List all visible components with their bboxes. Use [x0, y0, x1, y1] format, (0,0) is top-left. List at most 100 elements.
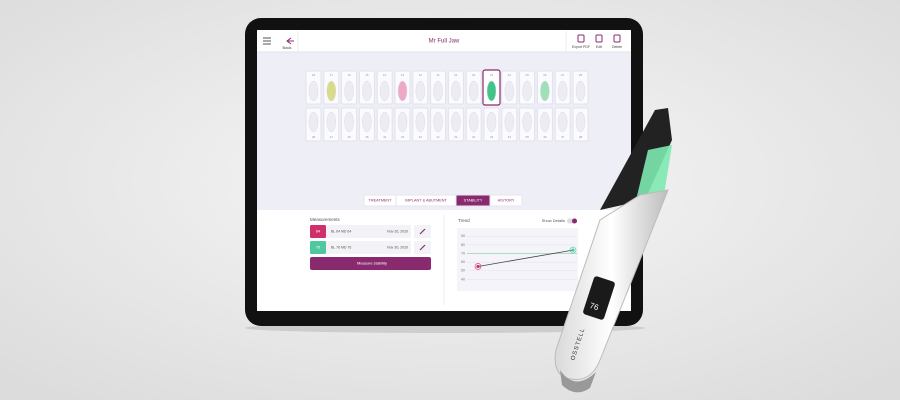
tooth-number[interactable]: 28	[579, 73, 583, 77]
tab[interactable]	[489, 194, 523, 207]
tooth[interactable]	[557, 80, 568, 102]
tooth-number[interactable]: 23	[490, 73, 494, 77]
tooth[interactable]	[540, 111, 550, 133]
isq-badge	[310, 241, 326, 254]
tooth[interactable]	[379, 80, 390, 102]
tooth-number[interactable]: 27	[561, 73, 565, 77]
tooth[interactable]	[433, 111, 443, 133]
tooth[interactable]	[540, 80, 550, 102]
tooth-number[interactable]: 32	[472, 135, 476, 139]
data-point[interactable]	[476, 264, 480, 269]
action-icon[interactable]	[613, 34, 621, 43]
tooth-number[interactable]: 31	[454, 135, 458, 139]
tooth-number[interactable]: 37	[561, 135, 565, 139]
tooth-number[interactable]: 33	[490, 135, 494, 139]
tooth[interactable]	[308, 80, 319, 102]
tooth-number[interactable]: 43	[401, 135, 405, 139]
tooth-number[interactable]: 45	[365, 135, 369, 139]
tooth-number[interactable]: 41	[436, 135, 440, 139]
y-tick-label: 70	[461, 251, 465, 255]
tooth-number[interactable]: 18	[312, 73, 316, 77]
tooth[interactable]	[362, 80, 372, 102]
menu-icon[interactable]	[263, 37, 271, 45]
tooth[interactable]	[522, 80, 532, 102]
tooth[interactable]	[397, 80, 408, 102]
tooth-number[interactable]: 35	[525, 135, 529, 139]
tooth[interactable]	[344, 111, 354, 133]
edit-icon[interactable]	[419, 228, 426, 235]
tooth-number[interactable]: 26	[543, 73, 547, 77]
tab-label[interactable]: IMPLANT & ABUTMENT	[405, 199, 447, 203]
tooth[interactable]	[575, 111, 586, 133]
measure-button[interactable]	[310, 257, 431, 270]
measurement-date: Nov 26, 2020	[387, 229, 408, 233]
tooth-number[interactable]: 12	[419, 73, 423, 77]
toggle-label: Show Details	[542, 218, 565, 223]
tooth-number[interactable]: 15	[365, 73, 369, 77]
tooth[interactable]	[451, 80, 461, 102]
tooth-number[interactable]: 16	[347, 73, 351, 77]
tooth[interactable]	[468, 111, 479, 133]
tooth[interactable]	[486, 111, 497, 133]
chart-title: Trend	[458, 218, 470, 223]
tooth-number[interactable]: 47	[330, 135, 334, 139]
measurement-row[interactable]	[310, 225, 411, 238]
tooth-number[interactable]: 17	[330, 73, 334, 77]
tooth[interactable]	[504, 80, 515, 102]
measure-button-label[interactable]: Measure stability	[357, 261, 387, 266]
tooth[interactable]	[379, 111, 390, 133]
tooth-number[interactable]: 34	[508, 135, 512, 139]
tooth-number[interactable]: 42	[419, 135, 423, 139]
action-label[interactable]: Edit	[596, 45, 602, 49]
tooth-number[interactable]: 46	[347, 135, 351, 139]
action-icon[interactable]	[595, 34, 603, 43]
tooth[interactable]	[575, 80, 586, 102]
tooth-number[interactable]: 21	[454, 73, 458, 77]
tooth[interactable]	[326, 111, 337, 133]
tooth-number[interactable]: 24	[508, 73, 512, 77]
data-point[interactable]	[571, 248, 575, 252]
measurement-date: Nov 30, 2020	[387, 245, 408, 249]
tooth-number[interactable]: 25	[525, 73, 529, 77]
measurement-detail: BL 64 MD 64	[331, 229, 351, 233]
trend-line	[477, 249, 574, 267]
action-icon[interactable]	[577, 34, 585, 43]
tooth-number[interactable]: 44	[383, 135, 387, 139]
y-tick-label: 60	[461, 260, 465, 264]
tooth-number[interactable]: 36	[543, 135, 547, 139]
tooth-number[interactable]: 13	[401, 73, 405, 77]
tooth[interactable]	[451, 111, 461, 133]
edit-icon[interactable]	[419, 244, 426, 251]
isq-value: 76	[316, 245, 321, 250]
toggle-knob[interactable]	[572, 218, 577, 224]
tooth-number[interactable]: 14	[383, 73, 387, 77]
measurement-row[interactable]	[310, 241, 411, 254]
tooth[interactable]	[397, 111, 408, 133]
tooth[interactable]	[486, 80, 497, 102]
y-tick-label: 80	[461, 243, 465, 247]
tab-label[interactable]: TREATMENT	[369, 199, 393, 203]
tooth[interactable]	[468, 80, 479, 102]
tooth[interactable]	[557, 111, 568, 133]
action-label[interactable]: Export PDF	[572, 45, 590, 49]
tooth[interactable]	[522, 111, 532, 133]
tooth[interactable]	[433, 80, 443, 102]
tab-label[interactable]: HISTORY	[498, 199, 515, 203]
tooth-number[interactable]: 11	[437, 73, 440, 77]
tooth[interactable]	[326, 80, 337, 102]
tooth[interactable]	[344, 80, 354, 102]
tooth[interactable]	[415, 80, 426, 102]
action-label[interactable]: Delete	[612, 45, 622, 49]
tooth[interactable]	[415, 111, 426, 133]
tooth-number[interactable]: 38	[579, 135, 583, 139]
back-icon[interactable]	[286, 37, 294, 45]
section-title: Measurements	[310, 217, 341, 222]
tooth[interactable]	[362, 111, 372, 133]
tab-label[interactable]: STABILITY	[464, 199, 483, 203]
back-label[interactable]: Back	[283, 45, 292, 50]
tooth-number[interactable]: 48	[312, 135, 316, 139]
tooth-number[interactable]: 22	[472, 73, 476, 77]
tooth[interactable]	[504, 111, 515, 133]
tooth[interactable]	[308, 111, 319, 133]
